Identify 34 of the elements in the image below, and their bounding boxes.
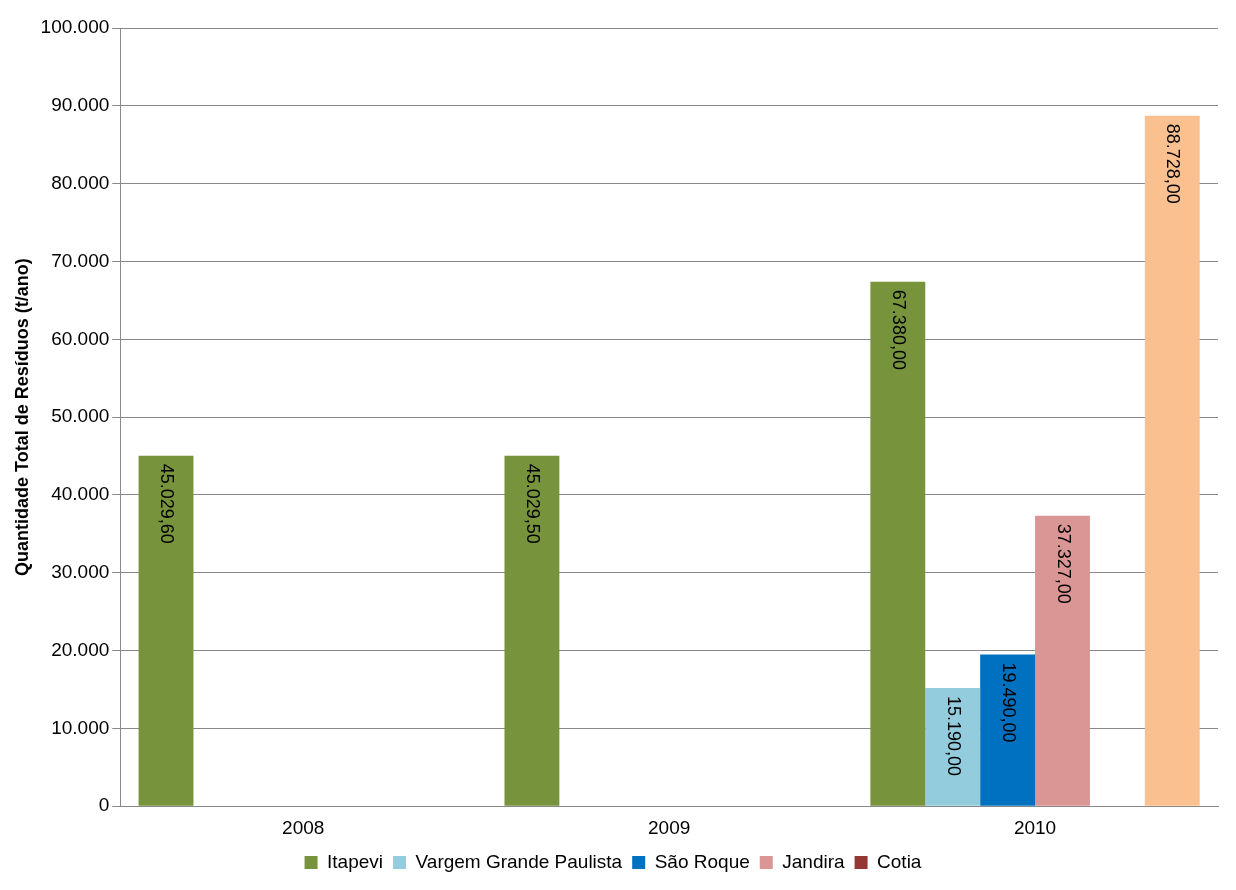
bar xyxy=(504,455,560,806)
y-tick-label: 80.000 xyxy=(51,171,110,193)
x-tick-label: 2008 xyxy=(282,816,325,838)
data-label: 88.728,00 xyxy=(1163,123,1184,204)
x-tick-label: 2009 xyxy=(648,816,691,838)
y-tick-label: 40.000 xyxy=(51,483,110,505)
y-tick-label: 50.000 xyxy=(51,405,110,427)
bar xyxy=(870,281,926,806)
y-tick-label: 10.000 xyxy=(51,716,110,738)
y-tick-label: 70.000 xyxy=(51,249,110,271)
y-tick-label: 90.000 xyxy=(51,94,110,116)
y-tick-label: 60.000 xyxy=(51,327,110,349)
legend-label: São Roque xyxy=(654,850,750,872)
data-label: 45.029,60 xyxy=(157,463,178,544)
data-label: 45.029,50 xyxy=(522,463,543,544)
data-label: 19.490,00 xyxy=(998,662,1019,743)
legend-label: Itapevi xyxy=(327,850,384,872)
legend-label: Jandira xyxy=(782,850,846,872)
data-label: 37.327,00 xyxy=(1053,523,1074,604)
x-tick-label: 2010 xyxy=(1013,816,1057,838)
legend-label: Cotia xyxy=(877,850,922,872)
data-label: 15.190,00 xyxy=(943,695,964,777)
bar xyxy=(1035,515,1090,806)
bar xyxy=(925,687,981,806)
legend-label: Vargem Grande Paulista xyxy=(415,850,623,872)
y-tick-label: 30.000 xyxy=(51,560,110,582)
bar xyxy=(138,455,194,806)
y-tick-label: 20.000 xyxy=(51,638,110,660)
y-axis-title: Quantidade Total de Resíduos (t/ano) xyxy=(11,258,32,576)
bar xyxy=(980,654,1036,806)
y-tick-label: 0 xyxy=(98,794,110,816)
data-label: 67.380,00 xyxy=(888,289,909,370)
bar xyxy=(1144,115,1200,806)
y-tick-label: 100.000 xyxy=(40,16,110,38)
